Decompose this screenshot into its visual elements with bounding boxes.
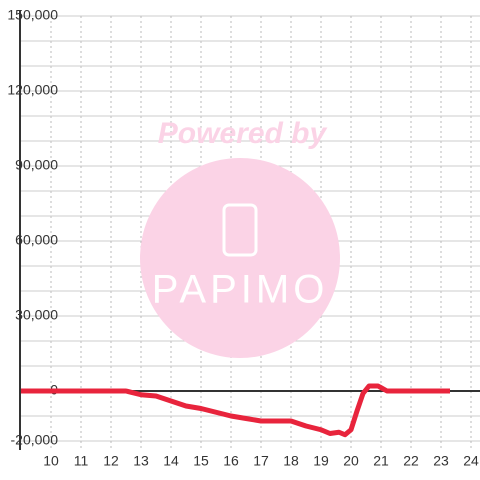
y-tick-label: -20,000 [11, 432, 59, 448]
watermark-logo: PAPIMO [152, 268, 329, 312]
y-tick-label: 60,000 [15, 232, 58, 248]
x-tick-label: 17 [253, 453, 269, 469]
watermark-text: Powered by [158, 117, 328, 150]
x-tick-label: 18 [283, 453, 299, 469]
watermark-icon [222, 203, 258, 257]
y-tick-label: 120,000 [7, 82, 58, 98]
x-tick-label: 13 [133, 453, 149, 469]
x-tick-label: 14 [163, 453, 179, 469]
x-tick-label: 22 [403, 453, 419, 469]
x-tick-label: 21 [373, 453, 389, 469]
x-tick-label: 19 [313, 453, 329, 469]
x-tick-label: 10 [43, 453, 59, 469]
data-line [21, 383, 450, 438]
x-tick-label: 23 [433, 453, 449, 469]
y-tick-label: 90,000 [15, 157, 58, 173]
x-tick-label: 16 [223, 453, 239, 469]
x-tick-label: 15 [193, 453, 209, 469]
x-tick-label: 24 [463, 453, 479, 469]
x-tick-label: 11 [74, 453, 89, 469]
y-tick-label: 30,000 [15, 307, 58, 323]
x-tick-label: 12 [103, 453, 119, 469]
y-tick-label: 150,000 [7, 7, 58, 23]
x-tick-label: 20 [343, 453, 359, 469]
watermark-circle [140, 158, 340, 358]
